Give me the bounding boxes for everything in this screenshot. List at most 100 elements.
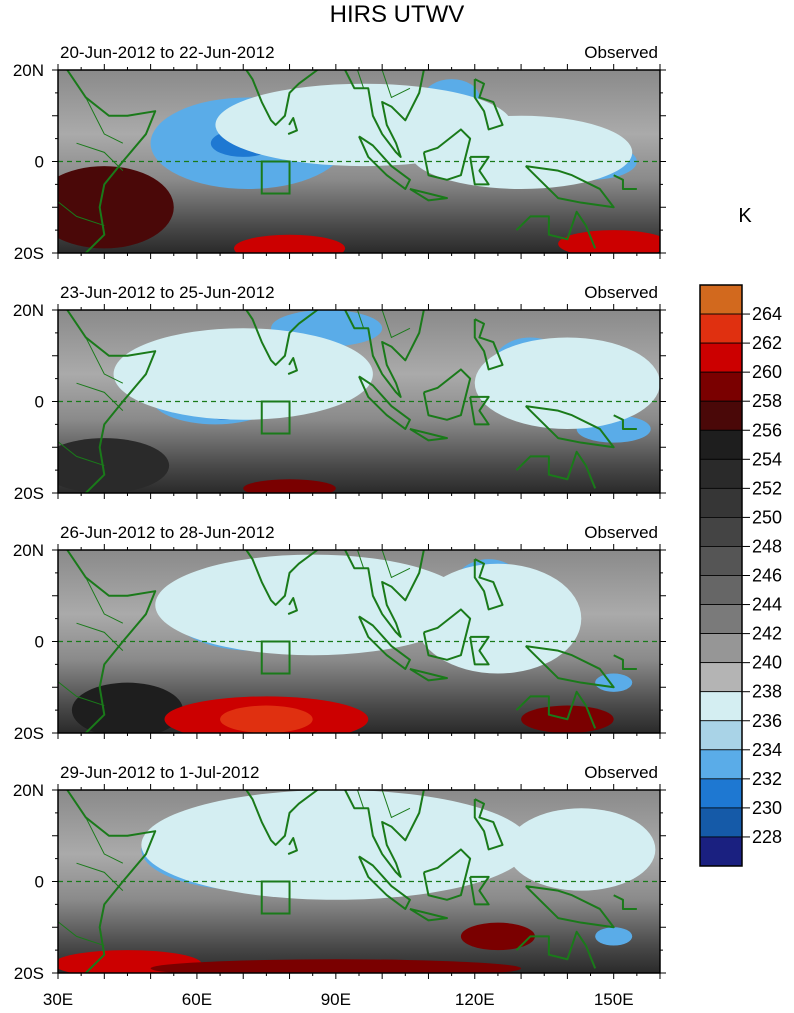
coastline-3 bbox=[287, 117, 298, 135]
coastline-9 bbox=[525, 165, 615, 209]
coastline-6 bbox=[422, 368, 472, 421]
colorbar-label: 248 bbox=[752, 536, 782, 556]
x-tick-label: 120E bbox=[455, 990, 495, 1009]
colorbar-label: 264 bbox=[752, 304, 782, 324]
y-tick-label: 0 bbox=[35, 873, 44, 892]
colorbar-swatch-20 bbox=[699, 836, 743, 867]
border-1 bbox=[85, 577, 124, 624]
y-tick-label: 0 bbox=[35, 633, 44, 652]
panel-label: Observed bbox=[584, 763, 658, 782]
colorbar-label: 252 bbox=[752, 478, 782, 498]
contour-feature-5 bbox=[595, 673, 633, 692]
colorbar-swatch-4 bbox=[699, 371, 743, 402]
coastline-4 bbox=[358, 855, 411, 910]
y-tick-label: 20S bbox=[14, 244, 44, 263]
coastline-10 bbox=[515, 450, 597, 489]
coastline-9 bbox=[525, 885, 615, 929]
border-4 bbox=[381, 310, 411, 339]
y-tick-label: 0 bbox=[35, 393, 44, 412]
panel-period: 26-Jun-2012 to 28-Jun-2012 bbox=[60, 523, 275, 542]
colorbar-swatch-15 bbox=[699, 691, 743, 722]
coastline-1 bbox=[66, 310, 157, 493]
coastline-10 bbox=[515, 930, 597, 969]
colorbar-swatch-1 bbox=[699, 284, 743, 315]
colorbar: K 264 262 260 258 256 254 252 250 248 246 244 242 24… bbox=[699, 205, 782, 867]
coastline-4 bbox=[358, 375, 411, 430]
colorbar-label: 228 bbox=[752, 827, 782, 847]
figure-title: HIRS UTWV bbox=[330, 1, 465, 28]
map-panel-3: 20N 0 20S 26-Jun-2012 to 28-Jun-2012 Observe… bbox=[13, 523, 666, 743]
coastline-4 bbox=[358, 135, 411, 190]
x-tick-label: 150E bbox=[594, 990, 634, 1009]
x-tick-label: 60E bbox=[182, 990, 212, 1009]
border-5 bbox=[58, 441, 105, 467]
colorbar-swatch-13 bbox=[699, 633, 743, 664]
coastline-2 bbox=[233, 70, 425, 158]
map-panel-1: 20N 0 20S 20-Jun-2012 to 22-Jun-2012 Observe… bbox=[13, 43, 666, 263]
y-tick-label: 20N bbox=[13, 541, 44, 560]
study-box bbox=[260, 880, 291, 915]
border-3 bbox=[356, 550, 365, 569]
colorbar-label: 234 bbox=[752, 740, 782, 760]
contour-feature-8 bbox=[233, 234, 346, 253]
utwv-field bbox=[58, 550, 660, 733]
coastline-5 bbox=[409, 907, 448, 922]
panel-period: 29-Jun-2012 to 1-Jul-2012 bbox=[60, 763, 259, 782]
colorbar-label: 244 bbox=[752, 595, 782, 615]
border-2 bbox=[76, 382, 124, 412]
utwv-field bbox=[58, 310, 660, 493]
contour-feature-11 bbox=[460, 922, 535, 951]
border-3 bbox=[356, 70, 365, 89]
contour-feature-8 bbox=[507, 808, 656, 891]
coastline-9 bbox=[525, 645, 615, 689]
coastline-3 bbox=[287, 597, 298, 615]
map-panel-2: 20N 0 20S 23-Jun-2012 to 25-Jun-2012 Observe… bbox=[13, 283, 666, 503]
border-2 bbox=[76, 862, 124, 892]
panel-label: Observed bbox=[584, 43, 658, 62]
colorbar-swatch-6 bbox=[699, 429, 743, 460]
contour-feature-6 bbox=[155, 554, 471, 656]
colorbar-swatch-17 bbox=[699, 749, 743, 780]
colorbar-label: 256 bbox=[752, 420, 782, 440]
border-3 bbox=[356, 790, 365, 809]
x-tick-label: 30E bbox=[43, 990, 73, 1009]
border-3 bbox=[356, 310, 365, 329]
coastline-8 bbox=[473, 78, 504, 131]
colorbar-label: 238 bbox=[752, 682, 782, 702]
border-4 bbox=[381, 790, 411, 819]
contour-feature-10 bbox=[220, 705, 313, 733]
y-tick-label: 20N bbox=[13, 301, 44, 320]
panel-label: Observed bbox=[584, 283, 658, 302]
y-tick-label: 20N bbox=[13, 61, 44, 80]
coastline-1 bbox=[66, 70, 157, 253]
study-box bbox=[260, 160, 291, 195]
coastline-11 bbox=[613, 414, 637, 430]
colorbar-swatch-11 bbox=[699, 575, 743, 605]
panel-label: Observed bbox=[584, 523, 658, 542]
colorbar-swatch-14 bbox=[699, 662, 743, 693]
y-tick-label: 20S bbox=[14, 484, 44, 503]
colorbar-label: 250 bbox=[752, 507, 782, 527]
study-box bbox=[260, 400, 291, 435]
border-1 bbox=[85, 97, 124, 144]
colorbar-label: 232 bbox=[752, 769, 782, 789]
contour-feature-6 bbox=[595, 927, 633, 946]
border-2 bbox=[76, 142, 124, 172]
colorbar-label: 236 bbox=[752, 711, 782, 731]
colorbar-swatch-9 bbox=[699, 517, 743, 547]
border-1 bbox=[85, 337, 124, 384]
colorbar-label: 262 bbox=[752, 333, 782, 353]
y-tick-label: 20S bbox=[14, 724, 44, 743]
coastline-8 bbox=[473, 558, 504, 611]
border-2 bbox=[76, 622, 124, 652]
study-box bbox=[260, 640, 291, 675]
coastline-7 bbox=[469, 395, 490, 426]
coastline-6 bbox=[422, 128, 472, 181]
coastline-9 bbox=[525, 405, 615, 449]
colorbar-swatch-16 bbox=[699, 720, 743, 751]
coastline-10 bbox=[515, 690, 597, 729]
colorbar-label: 260 bbox=[752, 362, 782, 382]
coastline-7 bbox=[469, 875, 490, 906]
coastline-5 bbox=[409, 667, 448, 682]
colorbar-swatch-5 bbox=[699, 400, 743, 431]
